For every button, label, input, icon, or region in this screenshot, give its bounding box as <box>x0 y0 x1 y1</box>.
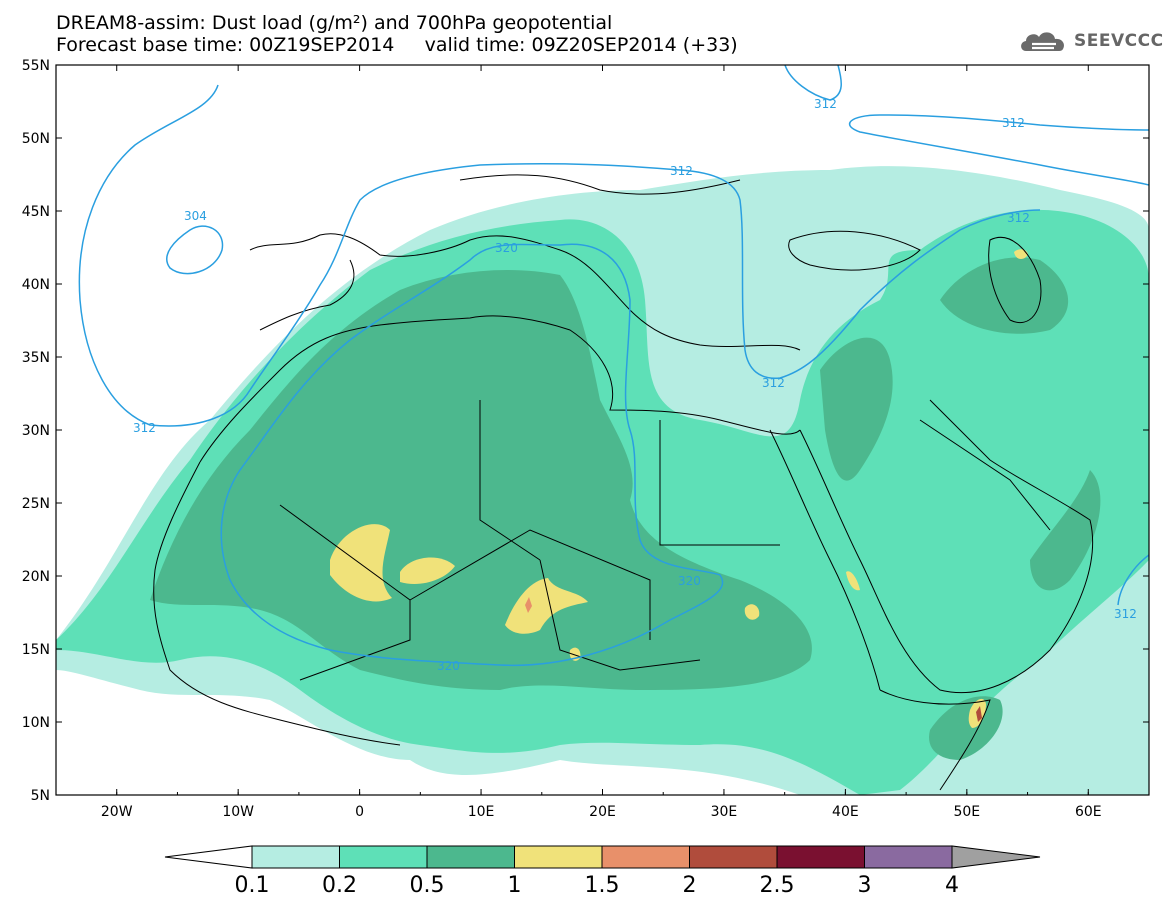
seevccc-logo: SEEVCCC <box>1018 27 1164 55</box>
contour-label-312-g: 312 <box>1114 607 1137 621</box>
colorbar-label: 4 <box>945 873 959 898</box>
border-b <box>409 529 651 640</box>
dust-level-0.5-east <box>1030 470 1101 591</box>
coastline-caspian <box>988 236 1042 323</box>
lon-label: 60E <box>1075 804 1102 820</box>
dust-level-1-patch-f <box>846 571 860 591</box>
colorbar-swatch <box>251 845 340 869</box>
contour-312-north <box>784 65 842 101</box>
dust-field <box>56 166 1149 795</box>
colorbar-label: 1 <box>508 873 522 898</box>
lon-label: 20E <box>589 804 616 820</box>
geopotential-contours <box>78 65 1149 667</box>
cloud-icon <box>1021 32 1065 51</box>
longitude-axis: 20W 10W 0 10E 20E 30E 40E 50E 60E <box>55 65 1150 820</box>
colorbar-label: 0.5 <box>410 873 445 898</box>
contour-label-312-d: 312 <box>670 164 693 178</box>
lon-label: 50E <box>953 804 980 820</box>
border-d <box>659 420 780 546</box>
colorbar-swatch <box>339 845 428 869</box>
coastline-west-africa <box>153 461 401 746</box>
coastline-spain <box>259 259 355 331</box>
lat-label: 15N <box>22 642 50 658</box>
contour-label-320-a: 320 <box>495 241 518 255</box>
dust-level-1-patch-c <box>505 578 588 634</box>
colorbar-swatch <box>514 845 603 869</box>
coastline-horn-africa <box>879 689 991 791</box>
title-line-1: DREAM8-assim: Dust load (g/m²) and 700hP… <box>56 12 613 34</box>
lon-label: 40E <box>832 804 859 820</box>
dust-level-1.5-spot-a <box>525 597 532 613</box>
border-a <box>279 504 411 681</box>
lat-label: 40N <box>22 277 50 293</box>
colorbar-swatch <box>601 845 690 869</box>
colorbar-swatch <box>776 845 865 869</box>
lon-label: 0 <box>355 804 364 820</box>
lat-label: 45N <box>22 204 50 220</box>
border-f <box>539 559 701 671</box>
border-e <box>919 419 1051 531</box>
contour-label-312-e: 312 <box>1007 211 1030 225</box>
colorbar: 0.1 0.2 0.5 1 1.5 2 2.5 3 4 <box>164 845 1041 898</box>
colorbar-label: 1.5 <box>585 873 620 898</box>
dust-level-0.5-arabia <box>820 337 893 481</box>
colorbar-label: 0.1 <box>235 873 270 898</box>
dust-level-1-patch-b <box>400 557 455 585</box>
contour-label-320-c: 320 <box>437 659 460 673</box>
coastline-nw-africa <box>199 315 801 463</box>
colorbar-label: 2.5 <box>760 873 795 898</box>
lat-label: 10N <box>22 715 50 731</box>
lat-label: 50N <box>22 131 50 147</box>
coastline-europe <box>249 233 801 351</box>
contour-labels: 304 312 312 312 312 312 312 312 320 320 … <box>133 97 1137 673</box>
lon-label: 10W <box>222 804 254 820</box>
brand-label: SEEVCCC <box>1074 31 1164 51</box>
colorbar-swatch <box>689 845 778 869</box>
colorbar-label: 0.2 <box>322 873 357 898</box>
coastline-black-sea <box>788 230 921 271</box>
title-line-2: Forecast base time: 00Z19SEP2014 valid t… <box>56 34 738 56</box>
border-c <box>479 400 541 561</box>
contour-304 <box>166 225 224 275</box>
lat-label: 35N <box>22 350 50 366</box>
dust-level-1-patch-h <box>1014 249 1028 259</box>
contour-label-312-f: 312 <box>762 376 785 390</box>
lon-label: 10E <box>468 804 495 820</box>
coastline-arabia <box>799 399 1094 694</box>
lat-label: 25N <box>22 496 50 512</box>
contour-312-ne <box>848 114 1149 186</box>
lat-label: 20N <box>22 569 50 585</box>
contour-label-312-a: 312 <box>133 421 156 435</box>
country-borders <box>153 174 1094 791</box>
colorbar-arrow-low <box>164 845 253 869</box>
coastline-red-sea <box>769 429 881 691</box>
border-g <box>459 174 741 195</box>
colorbar-swatch <box>864 845 953 869</box>
contour-label-320-b: 320 <box>678 574 701 588</box>
dust-level-0.5-west <box>150 270 812 690</box>
lat-label: 5N <box>31 788 50 804</box>
lon-label: 30E <box>711 804 738 820</box>
contour-label-312-b: 312 <box>814 97 837 111</box>
lon-label: 20W <box>101 804 133 820</box>
colorbar-label: 2 <box>683 873 697 898</box>
contour-label-312-c: 312 <box>1002 116 1025 130</box>
contour-label-304: 304 <box>184 209 207 223</box>
contour-312-west <box>78 84 1041 427</box>
colorbar-swatch <box>426 845 515 869</box>
dust-level-0.5-caspian <box>940 257 1069 334</box>
lat-label: 30N <box>22 423 50 439</box>
latitude-axis: 55N 50N 45N 40N 35N 30N 25N 20N 15N 10N 5N <box>22 58 1149 804</box>
dust-level-1.5-spot-b <box>976 706 982 722</box>
contour-320 <box>220 243 724 667</box>
colorbar-label: 3 <box>858 873 872 898</box>
contour-312-se <box>1117 554 1149 606</box>
lat-label: 55N <box>22 58 50 74</box>
dust-level-1-patch-a <box>330 524 392 602</box>
dust-level-1-patch-e <box>744 604 760 620</box>
colorbar-arrow-high <box>951 845 1041 869</box>
